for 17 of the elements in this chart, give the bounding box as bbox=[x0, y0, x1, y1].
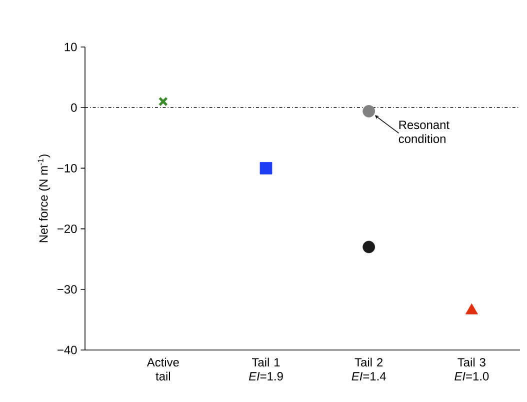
point bbox=[362, 240, 376, 254]
y-tick-label: −10 bbox=[58, 164, 77, 172]
point bbox=[158, 96, 168, 106]
annotation: Resonant condition bbox=[398, 120, 450, 144]
x-tick-label: Tail 1 EI=1.9 bbox=[248, 358, 283, 380]
y-tick-label: −40 bbox=[58, 346, 77, 354]
y-axis-title: Net force (N m$^{-1}$) bbox=[38, 154, 50, 242]
point bbox=[362, 105, 376, 118]
x-tick-label: Active tail bbox=[146, 358, 179, 380]
point bbox=[260, 162, 272, 174]
y-tick-label: −30 bbox=[58, 285, 77, 294]
y-tick-label: −20 bbox=[58, 224, 77, 234]
y-tick-label: 10 bbox=[64, 42, 77, 52]
x-tick-label: Tail 2 EI=1.4 bbox=[352, 358, 386, 380]
y-tick-label: 0 bbox=[71, 103, 77, 112]
x-tick-label: Tail 3 EI=1.0 bbox=[454, 358, 489, 380]
point bbox=[465, 303, 478, 314]
